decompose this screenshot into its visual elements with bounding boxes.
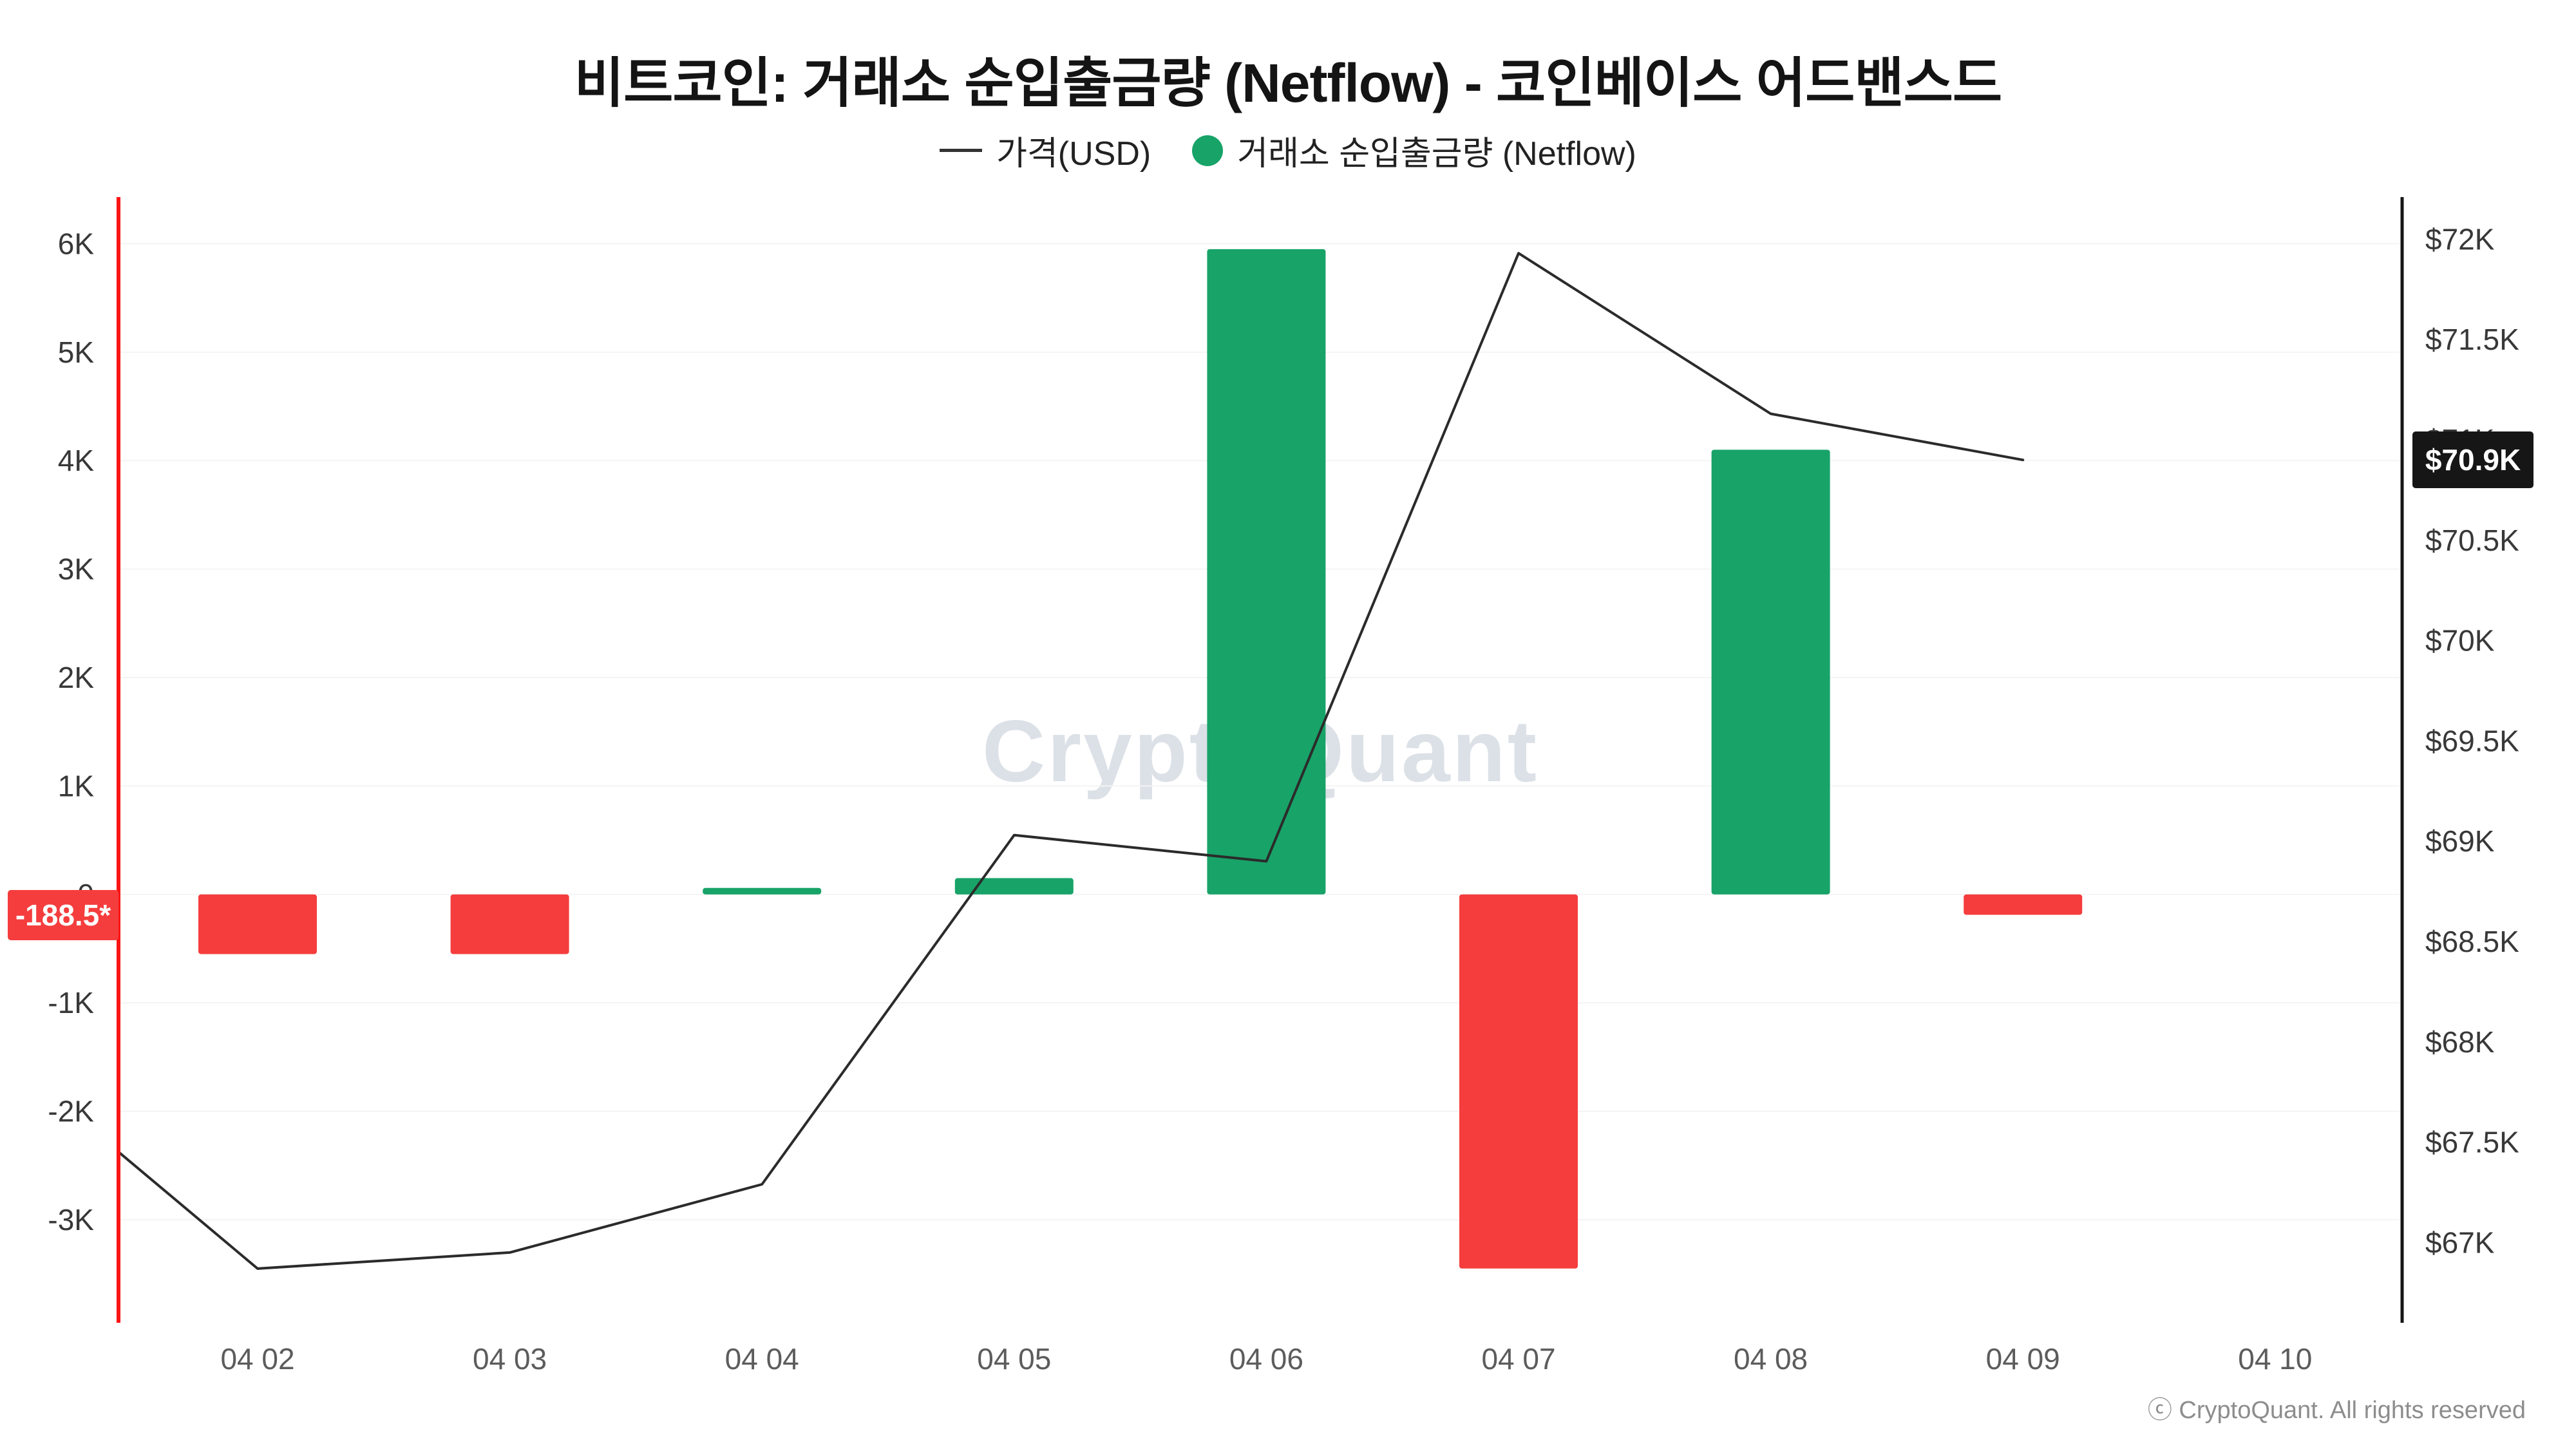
y-axis-left-tick: 4K	[58, 444, 95, 477]
y-axis-right-tick: $68K	[2425, 1025, 2495, 1059]
netflow-bar-04-09[interactable]	[1964, 894, 2083, 915]
y-axis-left-tick: -3K	[48, 1203, 94, 1236]
price-line-swatch-icon	[940, 149, 983, 152]
netflow-dot-swatch-icon	[1192, 135, 1224, 166]
y-axis-left-tick: -1K	[48, 986, 94, 1019]
y-axis-right-tick: $72K	[2425, 222, 2495, 256]
price-line	[117, 252, 2025, 1270]
x-axis-tick: 04 06	[1229, 1342, 1303, 1376]
netflow-value-badge: -188.5*	[8, 889, 118, 940]
x-axis-tick: 04 09	[1986, 1342, 2060, 1376]
legend-item-netflow[interactable]: 거래소 순입출금량 (Netflow)	[1192, 126, 1636, 175]
y-axis-right-tick: $71.5K	[2425, 323, 2519, 356]
x-axis-tick: 04 05	[977, 1342, 1051, 1376]
netflow-bar-04-03[interactable]	[450, 894, 569, 954]
y-axis-left-tick: 6K	[58, 227, 95, 260]
legend: 가격(USD) 거래소 순입출금량 (Netflow)	[0, 126, 2576, 175]
netflow-bar-04-08[interactable]	[1711, 450, 1830, 895]
legend-item-price[interactable]: 가격(USD)	[940, 126, 1151, 175]
x-axis-tick: 04 07	[1481, 1342, 1555, 1376]
netflow-bar-04-05[interactable]	[954, 878, 1074, 895]
x-axis-tick: 04 04	[725, 1342, 799, 1376]
y-axis-right-tick: $70.5K	[2425, 524, 2519, 557]
legend-price-label: 가격(USD)	[996, 135, 1151, 173]
y-axis-left-tick: 5K	[58, 336, 95, 369]
netflow-bar-04-06[interactable]	[1207, 249, 1326, 895]
y-axis-right-tick: $70K	[2425, 624, 2495, 658]
netflow-bar-04-07[interactable]	[1459, 894, 1578, 1269]
x-axis-tick: 04 02	[220, 1342, 294, 1376]
y-axis-left-tick: 3K	[58, 553, 95, 586]
netflow-bar-04-04[interactable]	[703, 887, 822, 895]
y-axis-left-tick: -2K	[48, 1095, 94, 1128]
price-value-badge: $70.9K	[2412, 431, 2533, 489]
y-axis-right-tick: $67.5K	[2425, 1126, 2519, 1159]
netflow-bar-04-02[interactable]	[198, 894, 317, 954]
y-axis-right-tick: $68.5K	[2425, 925, 2519, 958]
x-axis-tick: 04 10	[2238, 1342, 2312, 1376]
chart-title: 비트코인: 거래소 순입출금량 (Netflow) - 코인베이스 어드밴스드	[574, 53, 2002, 113]
y-axis-right-tick: $69K	[2425, 824, 2495, 858]
x-axis-tick: 04 03	[473, 1342, 547, 1376]
y-axis-left-tick: 2K	[58, 661, 95, 694]
y-axis-left-tick: 1K	[58, 769, 95, 802]
legend-netflow-label: 거래소 순입출금량 (Netflow)	[1237, 135, 1636, 173]
y-axis-right-tick: $67K	[2425, 1226, 2495, 1259]
copyright: ⓒ CryptoQuant. All rights reserved	[2147, 1397, 2526, 1424]
y-axis-right-tick: $69.5K	[2425, 724, 2519, 757]
x-axis-tick: 04 08	[1734, 1342, 1808, 1376]
